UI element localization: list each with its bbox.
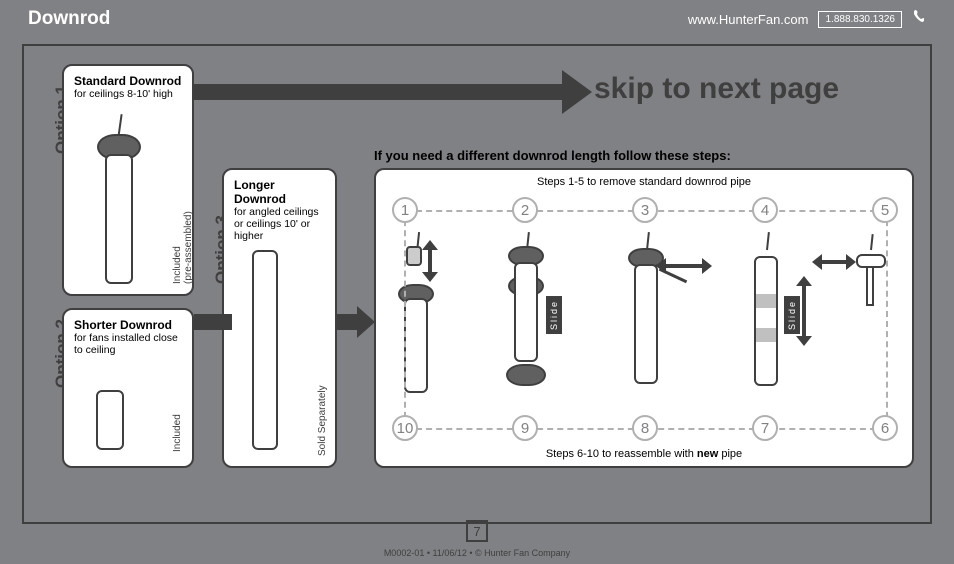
steps-illustrations: Slide Slide [388,226,900,410]
step-4: 4 [752,197,778,223]
steps-bottom-a: Steps 6-10 to reassemble with [546,448,697,460]
steps-bottom-bold: new [697,448,718,460]
step-10: 10 [392,415,418,441]
skip-arrow [194,84,564,100]
site-url: www.HunterFan.com [688,12,809,27]
step-3: 3 [632,197,658,223]
steps-top-caption: Steps 1-5 to remove standard downrod pip… [376,176,912,188]
option3-sub: for angled ceilings or ceilings 10' or h… [234,206,325,242]
option1-note: Included (pre-assembled) [172,211,194,284]
option2-note: Included [172,414,183,452]
header-bar: Downrod www.HunterFan.com 1.888.830.1326 [0,0,954,34]
step-8: 8 [632,415,658,441]
steps-panel: Steps 1-5 to remove standard downrod pip… [374,168,914,468]
steps-bottom-caption: Steps 6-10 to reassemble with new pipe [376,448,912,460]
option1-sub: for ceilings 8-10' high [74,88,182,100]
arrow-into-steps [337,314,357,330]
instruction-heading: If you need a different downrod length f… [374,148,731,163]
step-1: 1 [392,197,418,223]
footer-text: M0002-01 • 11/06/12 • © Hunter Fan Compa… [0,548,954,558]
page-number: 7 [466,520,488,542]
step-5: 5 [872,197,898,223]
step-2: 2 [512,197,538,223]
option2-sub: for fans installed close to ceiling [74,332,182,356]
slide-label-2: Slide [784,296,800,334]
step-9: 9 [512,415,538,441]
main-frame: Option 1 Option 2 Option 3 Standard Down… [22,44,932,524]
option3-title: Longer Downrod [234,178,325,206]
step-6: 6 [872,415,898,441]
steps-bottom-b: pipe [718,448,742,460]
option2-title: Shorter Downrod [74,318,182,332]
arrow-into-option3-a [194,314,232,330]
step-7: 7 [752,415,778,441]
phone-icon [912,9,926,29]
option3-note: Sold Separately [317,385,328,456]
phone-number: 1.888.830.1326 [818,11,902,28]
header-right: www.HunterFan.com 1.888.830.1326 [688,9,926,29]
slide-label-1: Slide [546,296,562,334]
page-title: Downrod [28,8,110,30]
skip-text: skip to next page [594,72,839,106]
option1-title: Standard Downrod [74,74,182,88]
